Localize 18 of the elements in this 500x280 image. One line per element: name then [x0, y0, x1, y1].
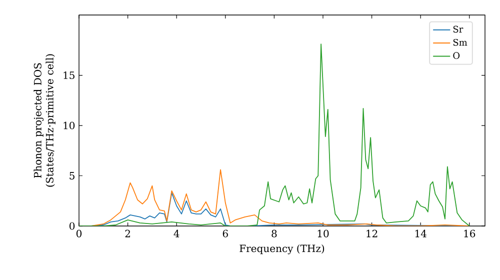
x-tick-label: 10: [318, 230, 329, 238]
legend-label: O: [453, 52, 460, 59]
y-tick-label: 0: [70, 222, 75, 230]
x-tick-label: 6: [222, 230, 228, 238]
x-tick-label: 4: [174, 230, 180, 238]
y-tick-label: 15: [64, 71, 74, 80]
legend-label: Sr: [453, 26, 464, 33]
x-tick-label: 12: [366, 230, 378, 238]
y-tick-label: 5: [70, 172, 74, 180]
x-tick-label: 14: [415, 230, 426, 238]
y-tick-label: 10: [64, 122, 75, 130]
x-tick-label: 16: [464, 230, 476, 238]
legend-label: Sm: [453, 38, 468, 46]
x-tick-label: 0: [76, 230, 82, 238]
x-axis-title: Frequency (THz): [240, 244, 324, 254]
x-tick-label: 2: [125, 230, 130, 238]
x-tick-label: 8: [272, 230, 277, 238]
y-axis-title: Phonon projected DOS (States/THz·primitive cell): [34, 54, 56, 187]
